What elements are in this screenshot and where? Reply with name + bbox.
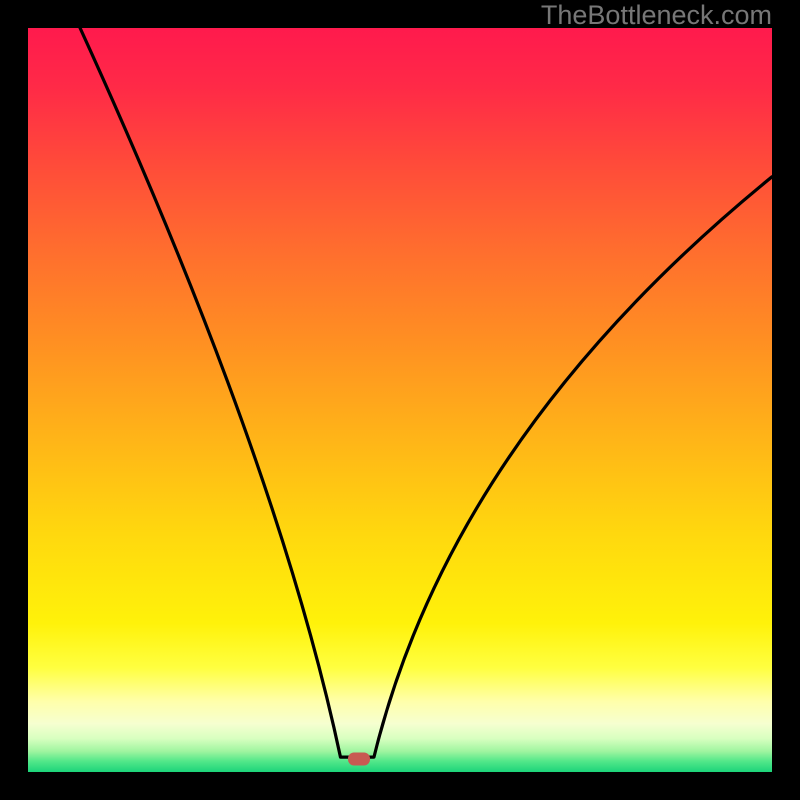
plot-area xyxy=(28,28,772,772)
bottleneck-curve xyxy=(28,28,772,772)
optimal-point-marker xyxy=(348,752,370,765)
watermark-label: TheBottleneck.com xyxy=(541,0,772,31)
